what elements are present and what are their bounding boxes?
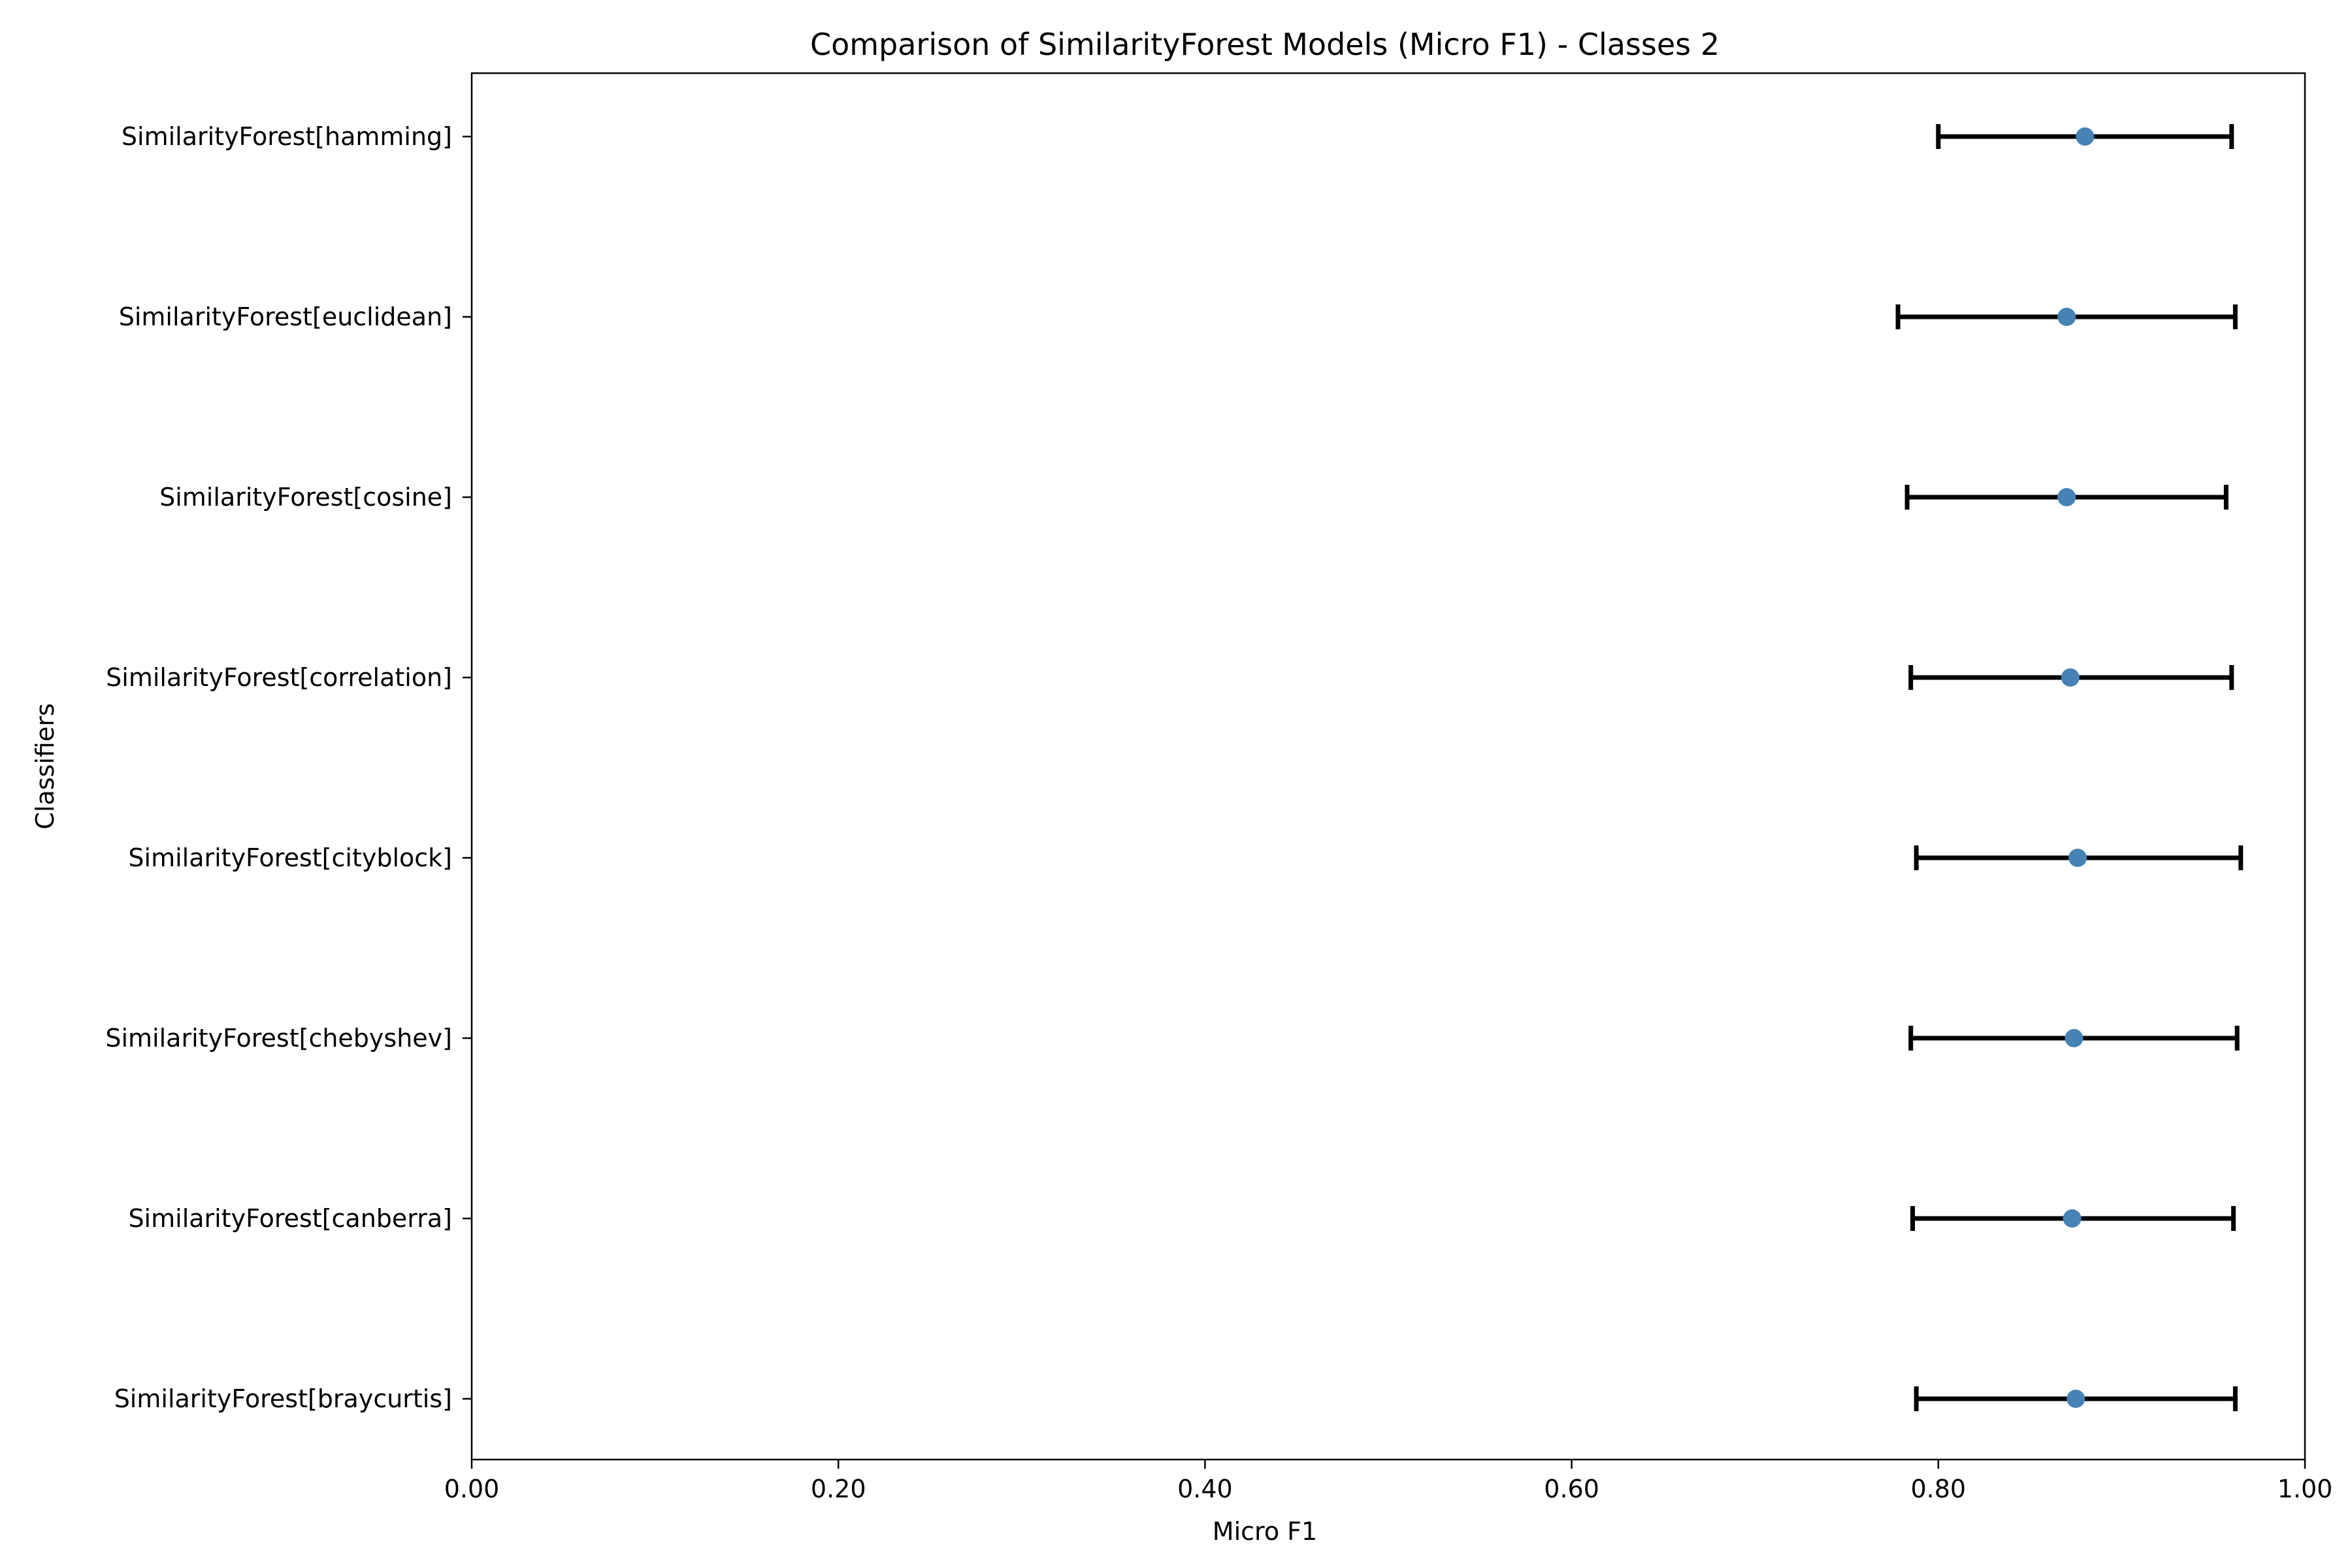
x-tick-label: 0.60 (1544, 1475, 1599, 1503)
y-tick-label: SimilarityForest[braycurtis] (114, 1384, 452, 1413)
x-tick-label: 0.80 (1910, 1475, 1966, 1503)
data-point (2063, 1209, 2082, 1228)
errorbars (1895, 124, 2244, 1411)
plot-frame (470, 72, 2306, 1461)
y-tick-label: SimilarityForest[cityblock] (128, 843, 452, 872)
y-tick-label: SimilarityForest[chebyshev] (105, 1024, 452, 1053)
y-tick-label: SimilarityForest[canberra] (128, 1204, 452, 1233)
data-point (2066, 1390, 2085, 1408)
x-axis-label: Micro F1 (1213, 1517, 1317, 1546)
x-tick-label: 0.20 (811, 1475, 866, 1503)
x-tick-label: 1.00 (2278, 1475, 2333, 1503)
data-point (2068, 849, 2087, 867)
chart-title: Comparison of SimilarityForest Models (M… (810, 27, 1720, 62)
data-point (2076, 127, 2095, 146)
y-tick-label: SimilarityForest[hamming] (122, 122, 452, 151)
x-axis: 0.00 0.20 0.40 0.60 0.80 1.00 (444, 1460, 2333, 1503)
x-tick-label: 0.40 (1177, 1475, 1233, 1503)
y-axis-label: Classifiers (31, 703, 59, 829)
y-axis: SimilarityForest[hamming] SimilarityFores… (105, 122, 472, 1413)
data-point (2065, 1029, 2083, 1047)
x-tick-label: 0.00 (444, 1475, 500, 1503)
y-tick-label: SimilarityForest[cosine] (159, 483, 452, 512)
data-point (2057, 308, 2076, 326)
y-tick-label: SimilarityForest[euclidean] (119, 302, 452, 331)
data-point (2061, 668, 2080, 687)
y-tick-label: SimilarityForest[correlation] (106, 663, 452, 692)
data-point (2057, 488, 2076, 506)
